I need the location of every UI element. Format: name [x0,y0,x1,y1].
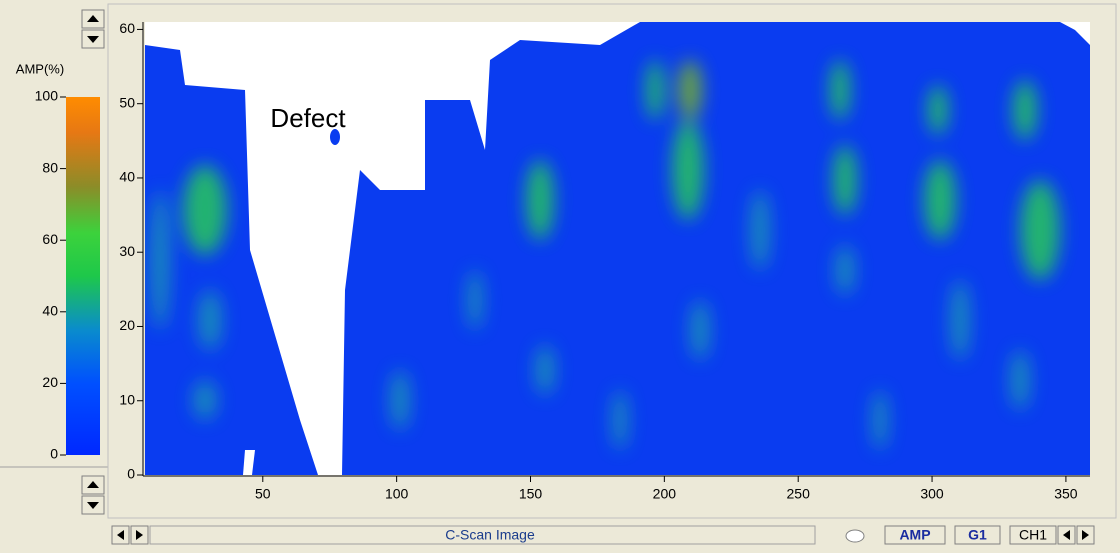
x-tick-label: 200 [653,486,677,502]
y-tick-label: 10 [119,391,135,407]
no-signal-region [243,450,255,475]
x-tick-label: 150 [519,486,543,502]
arrow-icon [87,481,99,488]
arrow-icon [117,530,124,540]
y-tick-label: 30 [119,243,135,259]
cscan-image [145,22,1090,475]
x-tick-label: 250 [787,486,811,502]
x-tick-label: 350 [1054,486,1078,502]
defect-spot [330,129,340,145]
amplitude-blobs [150,60,1060,450]
arrow-icon [87,502,99,509]
mode-button[interactable] [884,525,946,545]
toggle-icon[interactable] [845,529,865,543]
y-tick-label: 20 [119,317,135,333]
mode-button-label: G1 [968,527,987,543]
mode-button-label: AMP [899,527,930,543]
y-tick-label: 0 [127,466,135,482]
x-tick-label: 300 [920,486,944,502]
y-tick-label: 50 [119,94,135,110]
colorbar-tick-label: 60 [42,231,58,247]
mode-button[interactable] [954,525,1001,545]
colorbar-title: AMP(%) [16,61,64,76]
arrow-icon [87,36,99,43]
arrow-icon [1082,530,1089,540]
colorbar-tick-label: 100 [35,88,59,104]
x-tick-label: 100 [385,486,409,502]
y-tick-label: 40 [119,169,135,185]
title-field [149,525,816,545]
arrow-icon [136,530,143,540]
colorbar-tick-label: 40 [42,303,58,319]
colorbar-tick-label: 80 [42,159,58,175]
mode-button[interactable] [1009,525,1057,545]
x-tick-label: 50 [255,486,271,502]
y-tick-label: 60 [119,20,135,36]
no-signal-region [1060,22,1090,45]
arrow-icon [1063,530,1070,540]
arrow-icon [87,15,99,22]
annotation: Defect [270,103,346,133]
status-title: C-Scan Image [445,527,535,543]
colorbar-tick-label: 20 [42,374,58,390]
mode-button-label: CH1 [1019,527,1047,543]
colorbar [66,97,100,455]
no-signal-region [145,22,640,475]
colorbar-tick-label: 0 [50,446,58,462]
